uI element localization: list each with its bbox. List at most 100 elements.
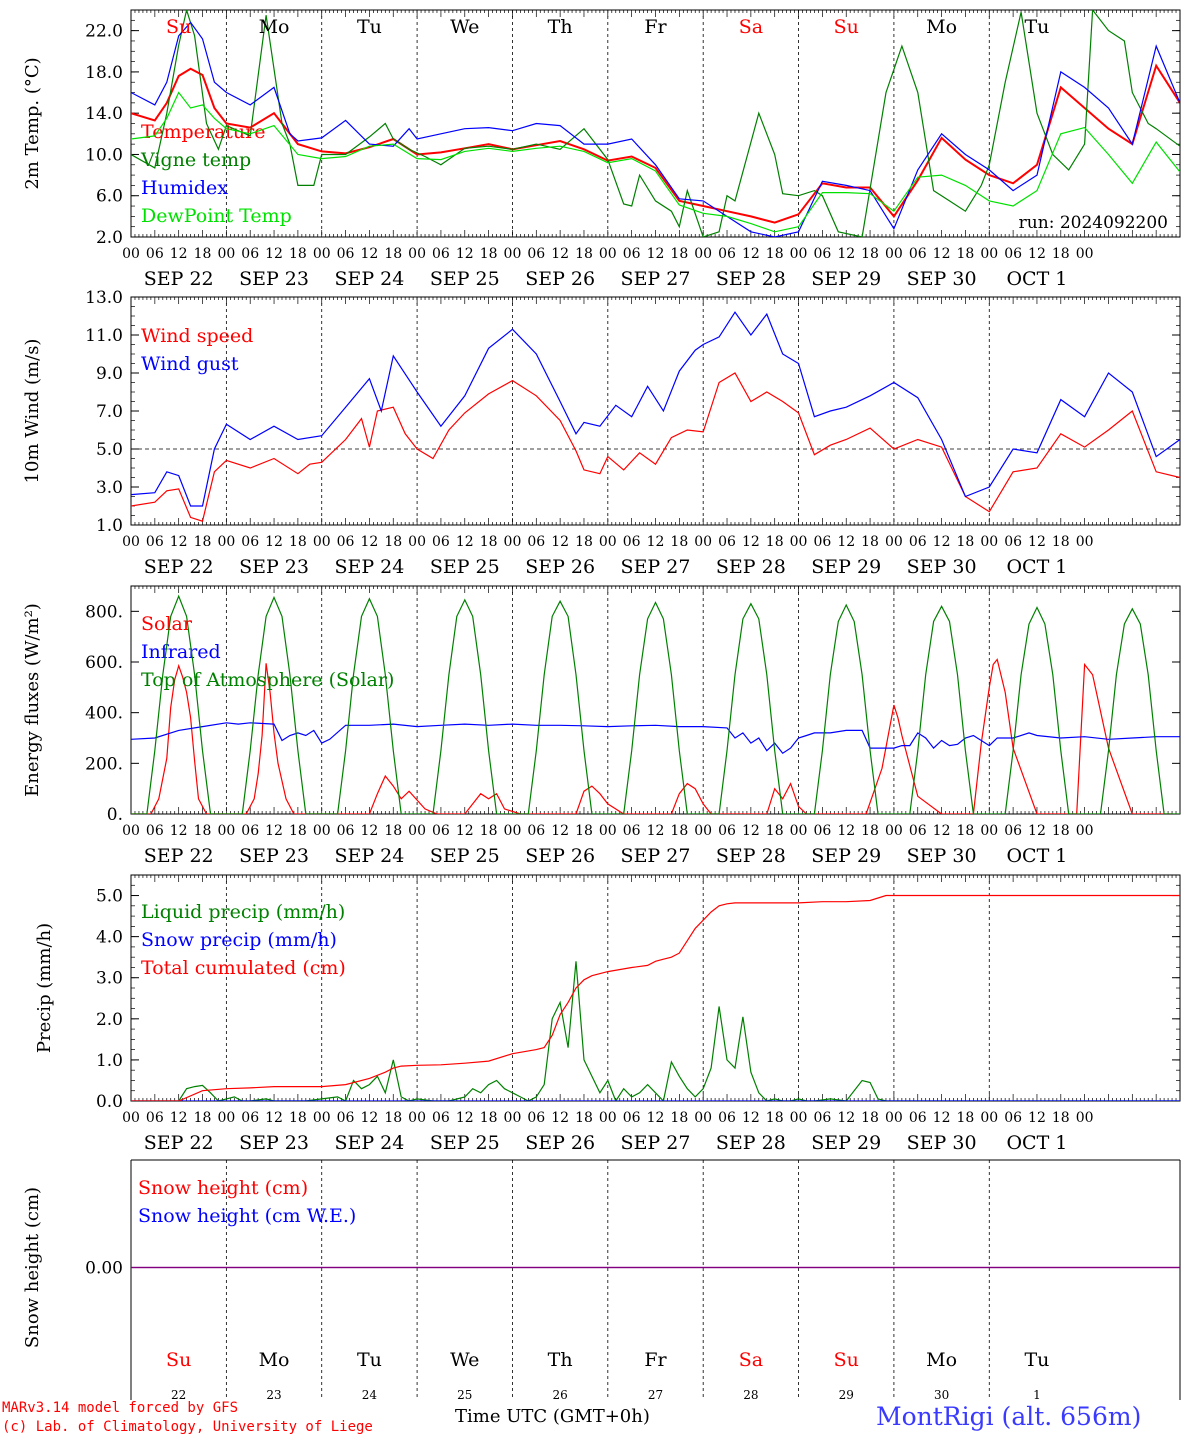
y-tick-label: 18.0	[85, 63, 123, 83]
hour-tick-label: 06	[527, 1110, 545, 1126]
hour-tick-label: 18	[289, 534, 307, 550]
hour-tick-label: 00	[694, 246, 712, 262]
hour-tick-label: 06	[813, 534, 831, 550]
hour-tick-label: 12	[1028, 246, 1046, 262]
hour-tick-label: 00	[599, 823, 617, 839]
hour-tick-label: 12	[837, 246, 855, 262]
hour-tick-label: 00	[694, 1110, 712, 1126]
hour-tick-label: 18	[861, 246, 879, 262]
panel-4: 0.0 1.0 2.0 3.0 4.0 5.0 Precip (mm/h) Liquid pr…	[34, 874, 1181, 1154]
series-line-top-of-atmosphere-solar-	[131, 594, 1180, 814]
date-label: SEP 25	[430, 845, 500, 867]
hour-tick-label: 00	[885, 823, 903, 839]
day-number-label: 23	[266, 1388, 281, 1402]
day-number-label: 27	[648, 1388, 663, 1402]
y-tick-label: 800.	[85, 602, 123, 622]
date-label: SEP 22	[144, 268, 214, 290]
legend-top-of-atmosphere-solar-: Top of Atmosphere (Solar)	[141, 669, 394, 691]
y-axis-title: 10m Wind (m/s)	[22, 339, 43, 484]
y-tick-label: 0.00	[85, 1259, 123, 1279]
date-label: SEP 22	[144, 1132, 214, 1154]
hour-tick-label: 18	[766, 534, 784, 550]
hour-tick-label: 00	[885, 534, 903, 550]
hour-tick-label: 18	[1052, 823, 1070, 839]
hour-tick-label: 06	[1004, 246, 1022, 262]
hour-tick-label: 18	[480, 246, 498, 262]
hour-tick-label: 12	[742, 823, 760, 839]
date-label: SEP 28	[716, 1132, 786, 1154]
y-tick-label: 5.0	[96, 887, 123, 907]
hour-tick-label: 06	[527, 246, 545, 262]
date-label: SEP 30	[907, 1132, 977, 1154]
legend-solar: Solar	[141, 613, 193, 635]
day-of-week-label: Sa	[739, 1349, 763, 1371]
date-label: SEP 26	[525, 1132, 595, 1154]
hour-tick-label: 00	[408, 534, 426, 550]
hour-tick-label: 06	[718, 534, 736, 550]
hour-tick-label: 18	[670, 246, 688, 262]
hour-tick-label: 12	[1028, 1110, 1046, 1126]
hour-tick-label: 00	[1076, 534, 1094, 550]
date-label: SEP 24	[334, 556, 404, 578]
hour-tick-label: 06	[527, 823, 545, 839]
hour-tick-label: 12	[456, 534, 474, 550]
date-label: SEP 27	[621, 556, 691, 578]
day-of-week-label: Su	[834, 1349, 859, 1371]
hour-tick-label: 18	[1052, 1110, 1070, 1126]
hour-tick-label: 12	[360, 823, 378, 839]
legend-temperature: Temperature	[141, 121, 265, 143]
hour-tick-label: 06	[146, 534, 164, 550]
hour-tick-label: 00	[217, 823, 235, 839]
hour-tick-label: 06	[909, 823, 927, 839]
hour-tick-label: 18	[289, 246, 307, 262]
y-tick-label: 9.0	[96, 364, 123, 384]
series-line-temperature	[131, 63, 1180, 224]
hour-tick-label: 12	[551, 246, 569, 262]
day-number-label: 30	[934, 1388, 949, 1402]
hour-tick-label: 00	[1076, 246, 1094, 262]
date-label: SEP 25	[430, 1132, 500, 1154]
hour-tick-label: 00	[694, 823, 712, 839]
date-label: SEP 23	[239, 556, 309, 578]
hour-tick-label: 06	[1004, 823, 1022, 839]
series-line-vigne-temp	[131, 10, 1180, 237]
day-of-week-label: Mo	[259, 1349, 290, 1371]
y-tick-label: 0.0	[96, 1092, 123, 1112]
hour-tick-label: 00	[122, 823, 140, 839]
x-axis-label: Time UTC (GMT+0h)	[455, 1406, 650, 1427]
day-number-label: 29	[839, 1388, 854, 1402]
hour-tick-label: 12	[170, 534, 188, 550]
legend-snow-height-cm-: Snow height (cm)	[138, 1177, 308, 1199]
hour-tick-label: 06	[1004, 1110, 1022, 1126]
legend-snow-height-cm-w-e-: Snow height (cm W.E.)	[138, 1205, 356, 1227]
hour-tick-label: 18	[957, 246, 975, 262]
day-number-label: 25	[457, 1388, 472, 1402]
hour-tick-label: 06	[813, 246, 831, 262]
plot-frame	[130, 296, 1181, 526]
hour-tick-label: 00	[313, 1110, 331, 1126]
hour-tick-label: 06	[623, 246, 641, 262]
hour-tick-label: 18	[957, 823, 975, 839]
hour-tick-label: 00	[1076, 823, 1094, 839]
hour-tick-label: 12	[551, 534, 569, 550]
hour-tick-label: 06	[241, 246, 259, 262]
hour-tick-label: 18	[194, 534, 212, 550]
hour-tick-label: 18	[957, 534, 975, 550]
hour-tick-label: 12	[647, 823, 665, 839]
day-number-label: 26	[552, 1388, 567, 1402]
hour-tick-label: 18	[670, 1110, 688, 1126]
date-label: SEP 28	[716, 845, 786, 867]
date-label: SEP 23	[239, 845, 309, 867]
hour-tick-label: 18	[194, 246, 212, 262]
y-tick-label: 3.0	[96, 478, 123, 498]
hour-tick-label: 18	[575, 1110, 593, 1126]
hour-tick-label: 12	[170, 1110, 188, 1126]
day-of-week-label: Su	[166, 1349, 191, 1371]
hour-tick-label: 12	[265, 246, 283, 262]
y-tick-label: 14.0	[85, 104, 123, 124]
hour-tick-label: 18	[480, 1110, 498, 1126]
date-label: SEP 28	[716, 556, 786, 578]
hour-tick-label: 06	[527, 534, 545, 550]
hour-tick-label: 18	[957, 1110, 975, 1126]
